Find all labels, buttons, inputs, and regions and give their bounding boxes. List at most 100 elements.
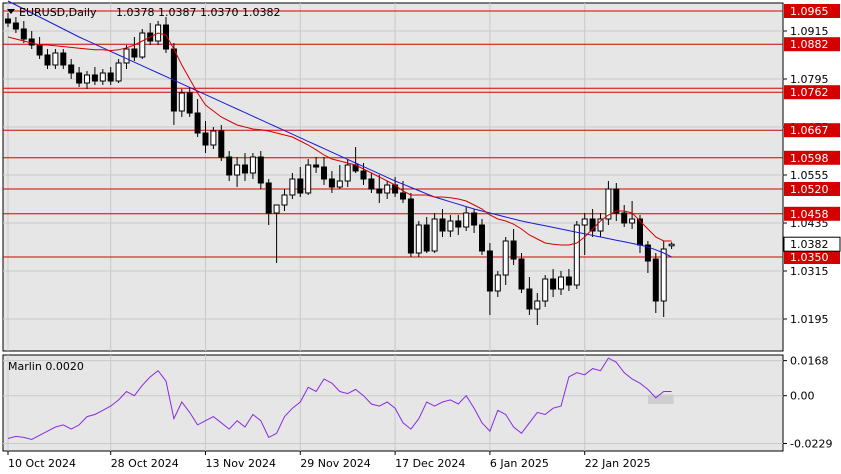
candle-body [218,130,225,158]
marlin-label: Marlin 0.0020 [8,360,84,373]
candle-body [376,188,383,194]
candle-body [439,218,446,232]
candle-body [415,224,422,254]
candle-body [76,72,83,84]
candle-body [558,276,564,290]
candle-body [202,132,209,146]
candle-body [289,178,296,196]
level-price-label: 1.0882 [790,38,829,51]
candle-body [257,156,264,184]
candle-body [273,204,280,214]
candle-body [486,250,493,292]
candle-body [510,240,517,260]
candle-body [660,248,667,302]
marlin-axis: 0.0168 0.00 -0.0229 [783,355,832,450]
level-price-tag [784,37,840,52]
ohlc-label: 1.0378 1.0387 1.0370 1.0382 [116,6,280,19]
candle-body [431,218,438,252]
candle-body [384,184,391,194]
level-price-tag [784,250,840,264]
time-tick-label: 28 Oct 2024 [111,457,179,470]
candle-body [178,92,185,112]
candle-body [518,258,525,290]
candle-body [368,178,375,190]
candle-body [234,164,241,176]
price-tick-label: 1.0555 [790,169,829,182]
candle-body [621,212,628,224]
time-tick-label: 6 Jan 2025 [490,457,549,470]
candle-body [565,276,572,286]
candle-body [479,224,485,252]
level-price-tag [784,123,840,138]
candle-body [463,212,470,228]
candle-body [423,224,430,252]
candle-body [613,188,620,214]
marlin-indicator [7,357,674,441]
candle-body [652,258,659,302]
level-price-label: 1.0762 [790,86,829,99]
candle-body [629,218,636,224]
candle-body [502,240,509,276]
level-price-tag [784,206,840,221]
time-tick-label: 29 Nov 2024 [300,457,370,470]
candle-body [494,274,501,292]
level-price-label: 1.0667 [790,124,829,137]
candle-body [265,182,272,214]
candle-body [115,62,122,82]
marlin-tick-label: -0.0229 [790,437,832,450]
candle-body [68,64,75,74]
candle-body [597,218,604,232]
price-tick-label: 1.0195 [790,313,829,326]
candle-body [210,130,217,146]
candle-body [542,278,549,302]
time-tick-label: 17 Dec 2024 [395,457,465,470]
price-axis: 1.09151.07951.06751.05551.04351.03151.01… [783,4,841,326]
candle-body [534,300,541,310]
time-tick-label: 22 Jan 2025 [585,457,651,470]
level-price-label: 1.0520 [790,183,829,196]
marlin-shade [647,394,674,405]
level-price-tag [784,85,840,100]
level-price-label: 1.0350 [790,251,829,264]
price-tick-label: 1.0315 [790,265,829,278]
marlin-tick-label: 0.00 [790,390,815,403]
candle-body [344,164,351,182]
candle-body [36,44,43,56]
candle-body [163,24,169,50]
candle-body [5,18,11,24]
candle-body [123,48,130,64]
level-price-tag [784,150,840,165]
level-price-label: 1.0598 [790,152,829,165]
candle-body [573,224,580,286]
candle-body [84,74,90,84]
price-tick-label: 1.0795 [790,73,829,86]
candle-body [455,220,462,228]
symbol-label: EURUSD,Daily [19,6,97,19]
candles [5,13,675,325]
candle-body [526,288,533,310]
candle-body [668,243,675,247]
horizontal-levels [3,10,783,258]
time-axis: 10 Oct 2024 28 Oct 2024 13 Nov 2024 29 Nov … [7,451,651,470]
red-moving-average [7,32,672,246]
candle-body [194,112,201,134]
candle-body [305,164,312,194]
candle-body [328,178,335,188]
candle-body [52,52,59,66]
candle-body [471,212,478,226]
candle-body [550,278,557,290]
candle-body [131,48,138,58]
candle-body [242,164,248,174]
candle-body [605,188,612,220]
dropdown-triangle-icon[interactable] [7,9,15,14]
candle-body [60,52,67,66]
price-tick-label: 1.0915 [790,25,829,38]
current-price-label: 1.0382 [790,238,829,251]
level-price-tag [784,4,840,18]
candle-body [186,92,193,114]
candle-body [99,72,106,82]
moving-averages [7,0,672,258]
time-tick-label: 10 Oct 2024 [8,457,76,470]
level-price-label: 1.0458 [790,208,829,221]
